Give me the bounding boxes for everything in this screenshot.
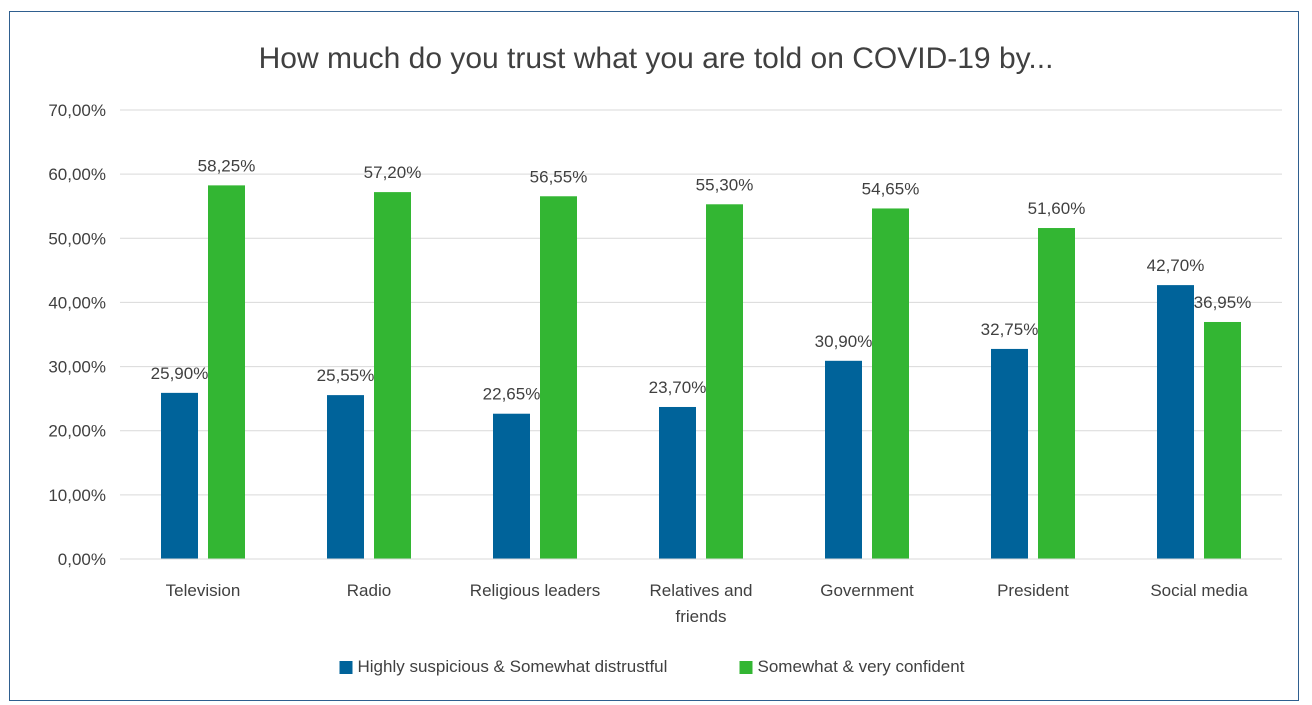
bar xyxy=(706,204,743,560)
data-label: 30,90% xyxy=(815,332,873,351)
data-label: 25,90% xyxy=(151,364,209,383)
chart-title: How much do you trust what you are told … xyxy=(258,42,1054,75)
data-label: 56,55% xyxy=(530,167,588,186)
data-label: 58,25% xyxy=(198,156,256,175)
bar xyxy=(825,360,862,559)
bar xyxy=(540,196,577,559)
bar xyxy=(161,392,198,559)
bar xyxy=(374,192,411,560)
legend-swatch xyxy=(739,661,753,674)
data-label: 51,60% xyxy=(1028,199,1086,218)
data-label: 55,30% xyxy=(696,175,754,194)
data-label: 22,65% xyxy=(483,385,541,404)
bar xyxy=(327,395,364,559)
bar xyxy=(1204,321,1241,559)
bar xyxy=(872,208,909,559)
bar xyxy=(208,185,245,559)
bar xyxy=(493,413,530,559)
y-tick-label: 70,00% xyxy=(48,101,106,120)
y-tick-label: 0,00% xyxy=(58,550,106,569)
bar xyxy=(991,348,1028,559)
y-tick-label: 50,00% xyxy=(48,229,106,248)
y-tick-label: 20,00% xyxy=(48,422,106,441)
x-category-label: Radio xyxy=(347,581,391,600)
legend-swatch xyxy=(339,661,353,674)
data-label: 36,95% xyxy=(1194,293,1252,312)
x-category-label: Government xyxy=(820,581,914,600)
x-category-label: friends xyxy=(675,607,726,626)
x-category-label: President xyxy=(997,581,1069,600)
x-category-label: Relatives and xyxy=(649,581,752,600)
data-label: 42,70% xyxy=(1147,256,1205,275)
y-tick-label: 10,00% xyxy=(48,486,106,505)
legend-label: Highly suspicious & Somewhat distrustful xyxy=(358,657,668,676)
y-tick-label: 60,00% xyxy=(48,165,106,184)
bar xyxy=(1157,285,1194,559)
bar xyxy=(1038,228,1075,559)
data-label: 32,75% xyxy=(981,320,1039,339)
y-tick-label: 30,00% xyxy=(48,358,106,377)
data-label: 23,70% xyxy=(649,378,707,397)
data-label: 25,55% xyxy=(317,366,375,385)
data-label: 57,20% xyxy=(364,163,422,182)
data-label: 54,65% xyxy=(862,179,920,198)
x-category-label: Religious leaders xyxy=(470,581,600,600)
bar xyxy=(659,406,696,559)
legend-label: Somewhat & very confident xyxy=(758,657,965,676)
x-category-label: Television xyxy=(166,581,241,600)
x-category-label: Social media xyxy=(1150,581,1248,600)
y-tick-label: 40,00% xyxy=(48,293,106,312)
